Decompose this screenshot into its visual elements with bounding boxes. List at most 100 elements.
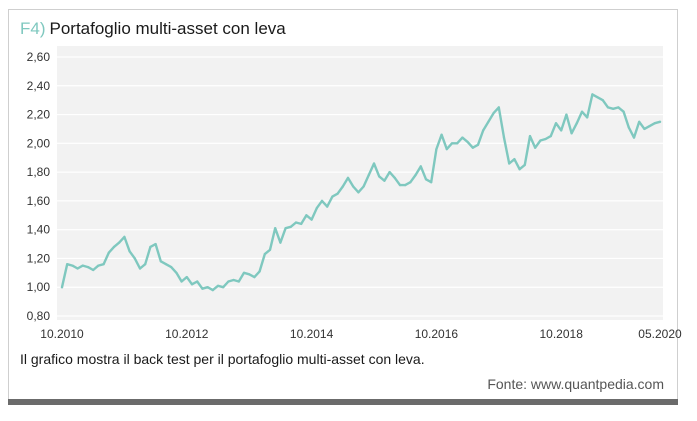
data-point <box>310 218 313 221</box>
x-tick-label: 10.2010 <box>40 327 84 341</box>
data-point <box>81 264 84 267</box>
data-point <box>471 146 474 149</box>
data-point <box>456 142 459 145</box>
data-point <box>367 173 370 177</box>
data-point <box>352 185 355 188</box>
data-point <box>102 263 105 266</box>
data-point <box>653 122 656 125</box>
data-point <box>508 162 511 165</box>
data-point <box>414 173 417 177</box>
data-point <box>274 227 277 230</box>
y-tick-label: 1,40 <box>27 223 51 237</box>
x-tick-label: 10.2014 <box>290 327 334 341</box>
figure-source: Fonte: www.quantpedia.com <box>487 376 664 392</box>
data-point <box>440 133 443 136</box>
data-point <box>86 266 90 269</box>
data-point <box>336 192 339 195</box>
data-point <box>643 127 646 130</box>
data-point <box>268 248 272 251</box>
data-point <box>237 280 240 283</box>
data-point <box>357 191 360 194</box>
data-point <box>284 227 287 230</box>
data-point <box>180 280 183 283</box>
data-point <box>560 129 563 132</box>
data-point <box>66 263 69 266</box>
data-point <box>435 148 438 151</box>
data-point <box>305 214 308 217</box>
data-point <box>320 199 324 202</box>
data-point <box>253 276 256 279</box>
plot-area <box>57 46 663 320</box>
data-point <box>341 185 344 188</box>
x-axis: 10.2010 10.2012 10.2014 10.2016 10.2018 05.20… <box>40 327 682 341</box>
data-point <box>258 270 261 273</box>
data-point <box>502 136 506 139</box>
data-point <box>112 245 116 248</box>
data-point <box>190 283 194 286</box>
data-point <box>497 106 500 109</box>
x-tick-label: 10.2012 <box>165 327 209 341</box>
data-point <box>627 126 630 129</box>
y-tick-label: 1,60 <box>27 194 51 208</box>
y-tick-label: 2,00 <box>27 136 51 150</box>
data-point <box>331 195 334 198</box>
data-point <box>383 179 386 182</box>
data-point <box>549 135 552 138</box>
data-point <box>622 110 625 113</box>
gridlines <box>57 56 663 317</box>
data-point <box>326 205 329 208</box>
data-point <box>216 284 220 287</box>
data-point <box>534 146 537 149</box>
data-point <box>149 245 152 248</box>
data-point <box>185 276 188 279</box>
data-point <box>201 287 204 290</box>
data-point <box>528 135 532 138</box>
data-point <box>211 289 214 292</box>
data-point <box>315 207 318 210</box>
data-point <box>513 158 516 161</box>
data-point <box>107 251 110 254</box>
data-point <box>580 110 584 113</box>
x-tick-label: 10.2016 <box>415 327 459 341</box>
data-point <box>159 260 162 263</box>
data-point <box>445 148 448 151</box>
y-axis: 2,60 2,40 2,20 2,00 1,80 1,60 1,40 1,20 1,00 0,80 <box>27 50 51 323</box>
data-point <box>476 143 480 146</box>
data-point <box>450 142 454 145</box>
data-point <box>170 266 173 269</box>
data-point <box>632 136 636 139</box>
data-point <box>430 181 433 184</box>
y-tick-label: 1,80 <box>27 165 51 179</box>
data-point <box>606 106 610 109</box>
data-point <box>487 120 490 123</box>
data-point <box>154 243 157 246</box>
data-point <box>123 235 126 238</box>
y-tick-label: 2,60 <box>27 50 51 64</box>
data-point <box>398 184 402 187</box>
data-point <box>539 139 542 142</box>
data-point <box>263 253 266 256</box>
data-point <box>175 271 178 274</box>
data-point <box>227 280 230 283</box>
data-point <box>76 267 79 270</box>
data-point <box>518 168 521 171</box>
figure-number: F4) <box>20 19 46 38</box>
data-point <box>196 280 199 283</box>
data-point <box>372 162 376 165</box>
data-point <box>617 106 620 109</box>
data-point <box>378 175 381 178</box>
data-point <box>565 113 568 116</box>
y-tick-label: 0,80 <box>27 309 51 323</box>
data-point <box>289 225 292 228</box>
data-point <box>97 264 100 267</box>
data-point <box>409 181 412 184</box>
data-point <box>133 257 136 260</box>
data-point <box>232 278 235 282</box>
data-point <box>222 286 225 289</box>
data-point <box>138 267 142 270</box>
data-point <box>648 125 651 128</box>
data-point <box>554 122 558 125</box>
data-point <box>638 120 641 123</box>
data-point <box>544 137 547 141</box>
